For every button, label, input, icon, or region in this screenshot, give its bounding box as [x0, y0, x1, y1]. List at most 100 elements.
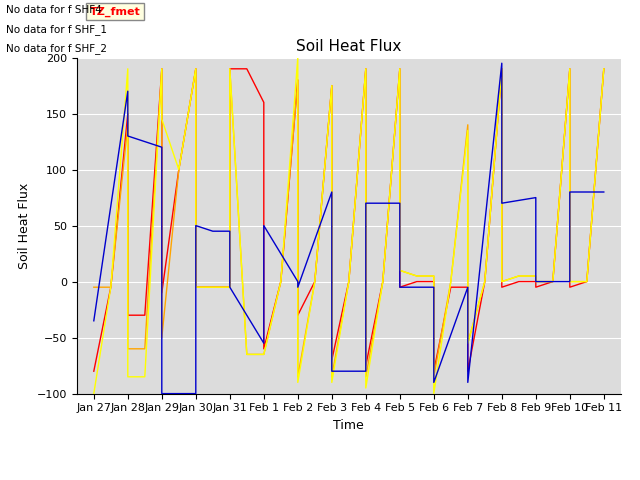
SHF1: [260, 346, 268, 352]
SHF5: [464, 284, 472, 290]
SHF3: [532, 273, 540, 279]
SHF1: [532, 279, 540, 285]
SHF2: [515, 273, 523, 279]
SHF1: [260, 99, 268, 105]
SHF2: [124, 346, 132, 352]
SHF2: [498, 66, 506, 72]
SHF5: [396, 200, 404, 206]
SHF1: [192, 66, 200, 72]
SHF3: [107, 284, 115, 290]
SHF1: [583, 279, 591, 285]
Text: No data for f SHF_1: No data for f SHF_1: [6, 24, 108, 35]
SHF3: [566, 66, 573, 72]
SHF5: [158, 144, 166, 150]
SHF1: [328, 357, 335, 363]
SHF2: [141, 346, 148, 352]
Line: SHF2: SHF2: [94, 69, 604, 377]
SHF3: [464, 128, 472, 133]
SHF1: [464, 368, 472, 374]
SHF2: [328, 374, 335, 380]
SHF1: [566, 284, 573, 290]
SHF3: [328, 380, 335, 385]
SHF1: [345, 279, 353, 285]
SHF5: [328, 189, 335, 195]
SHF1: [141, 312, 148, 318]
SHF5: [566, 279, 573, 285]
SHF2: [107, 284, 115, 290]
SHF5: [430, 284, 438, 290]
SHF2: [464, 340, 472, 346]
SHF5: [532, 195, 540, 201]
SHF1: [90, 368, 98, 374]
SHF3: [515, 273, 523, 279]
SHF3: [566, 279, 573, 285]
Text: No data for f SHF_2: No data for f SHF_2: [6, 43, 108, 54]
SHF5: [498, 60, 506, 66]
SHF5: [124, 88, 132, 94]
SHF2: [362, 66, 370, 72]
SHF3: [243, 351, 251, 357]
SHF3: [311, 279, 319, 285]
SHF1: [396, 66, 404, 72]
SHF3: [277, 279, 285, 285]
SHF5: [294, 284, 301, 290]
SHF3: [192, 284, 200, 290]
SHF3: [413, 273, 420, 279]
SHF2: [260, 351, 268, 357]
SHF5: [566, 189, 573, 195]
SHF3: [430, 273, 438, 279]
SHF1: [209, 284, 216, 290]
SHF2: [396, 66, 404, 72]
SHF3: [430, 391, 438, 396]
SHF2: [396, 267, 404, 273]
SHF3: [260, 351, 268, 357]
SHF3: [158, 116, 166, 122]
SHF1: [158, 66, 166, 72]
SHF2: [600, 66, 607, 72]
Line: SHF3: SHF3: [94, 58, 604, 394]
SHF3: [600, 66, 607, 72]
SHF1: [600, 66, 607, 72]
SHF2: [549, 279, 557, 285]
SHF5: [532, 279, 540, 285]
Text: No data for f SHF4: No data for f SHF4: [6, 5, 102, 15]
SHF2: [158, 66, 166, 72]
SHF5: [362, 200, 370, 206]
SHF1: [124, 312, 132, 318]
SHF2: [192, 284, 200, 290]
SHF2: [430, 273, 438, 279]
SHF3: [124, 66, 132, 72]
SHF1: [158, 290, 166, 296]
SHF3: [532, 279, 540, 285]
Y-axis label: Soil Heat Flux: Soil Heat Flux: [18, 182, 31, 269]
SHF2: [294, 374, 301, 380]
SHF2: [175, 167, 182, 172]
SHF2: [90, 284, 98, 290]
SHF1: [175, 167, 182, 172]
SHF3: [192, 66, 200, 72]
SHF1: [226, 284, 234, 290]
SHF5: [430, 380, 438, 385]
SHF1: [566, 66, 573, 72]
SHF2: [328, 83, 335, 88]
SHF3: [464, 340, 472, 346]
SHF1: [362, 363, 370, 369]
SHF3: [90, 391, 98, 396]
SHF2: [277, 279, 285, 285]
SHF1: [294, 77, 301, 83]
SHF1: [396, 284, 404, 290]
SHF2: [481, 279, 489, 285]
Line: SHF1: SHF1: [94, 69, 604, 371]
SHF2: [430, 374, 438, 380]
SHF2: [311, 279, 319, 285]
SHF5: [600, 189, 607, 195]
SHF1: [430, 368, 438, 374]
SHF2: [498, 279, 506, 285]
SHF1: [498, 66, 506, 72]
SHF1: [430, 279, 438, 285]
SHF3: [583, 279, 591, 285]
SHF2: [243, 351, 251, 357]
SHF2: [447, 279, 454, 285]
SHF3: [209, 284, 216, 290]
SHF2: [158, 335, 166, 340]
